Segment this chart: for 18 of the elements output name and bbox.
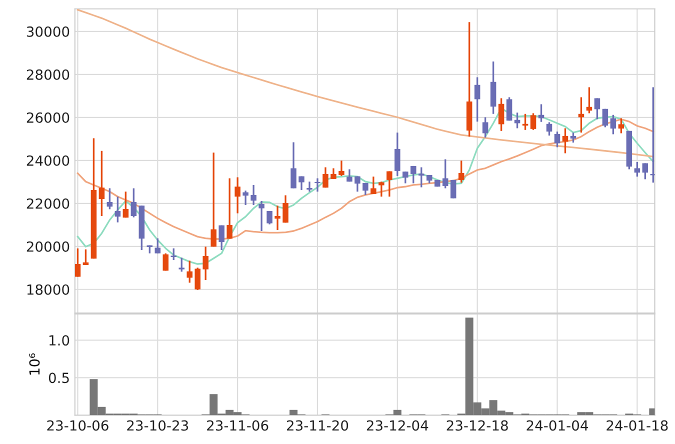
x-tick-label: 23-11-06 xyxy=(207,420,268,431)
y-tick-label: 20000 xyxy=(26,241,70,252)
y-tick-label: 1.0 xyxy=(50,335,70,346)
x-tick-label: 23-10-23 xyxy=(127,420,188,431)
y-tick-label: 26000 xyxy=(26,112,70,123)
x-tick-label: 23-12-18 xyxy=(446,420,508,431)
y-tick-label: 22000 xyxy=(26,198,70,209)
y-tick-label: 18000 xyxy=(27,284,70,295)
y-tick-label: 0.5 xyxy=(48,372,69,384)
y-tick-label: 24000 xyxy=(26,155,70,166)
y-axis-title: 10⁶ xyxy=(29,353,40,375)
x-tick-label: 24-01-04 xyxy=(526,420,588,431)
x-tick-label: 23-10-06 xyxy=(47,420,108,431)
x-tick-label: 23-11-20 xyxy=(286,420,348,431)
x-tick-label: 23-12-04 xyxy=(366,420,428,431)
y-tick-label: 28000 xyxy=(26,69,70,80)
x-tick-label: 24-01-18 xyxy=(606,420,668,431)
y-tick-label: 30000 xyxy=(26,26,70,37)
